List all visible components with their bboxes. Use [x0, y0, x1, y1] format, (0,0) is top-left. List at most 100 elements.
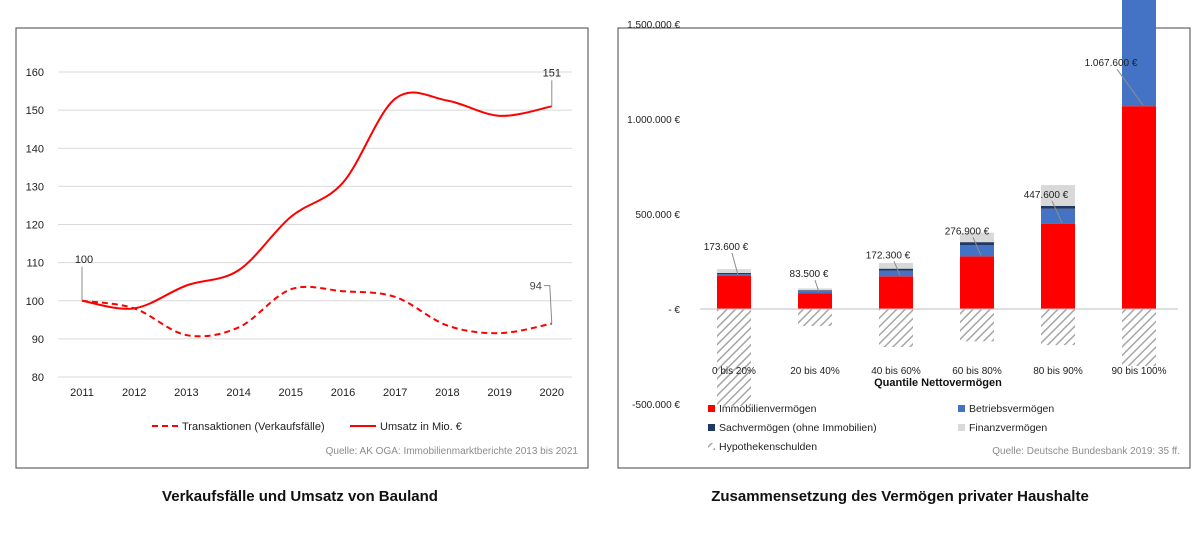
- bar-segment-betrieb: [717, 274, 751, 277]
- bar-chart-bars: [717, 0, 1156, 406]
- line-chart-x-tick-label: 2014: [226, 387, 250, 399]
- bar-segment-hypothekenschulden: [960, 309, 994, 342]
- legend-label-sachvermoegen: Sachvermögen (ohne Immobilien): [719, 422, 877, 434]
- line-chart-x-tick-label: 2017: [383, 387, 407, 399]
- bar-segment-sachvermoegen: [717, 272, 751, 275]
- umsatz-series-line: [81, 91, 552, 310]
- bar-segment-immobilien: [717, 276, 751, 309]
- bar-segment-immobilien: [1041, 223, 1075, 309]
- bar-segment-finanz: [717, 269, 751, 273]
- bar-chart-y-tick-label: -500.000 €: [632, 400, 680, 411]
- bar-segment-finanz: [798, 288, 832, 291]
- annotation-label-151: 151: [543, 67, 561, 79]
- bar-segment-betrieb: [1041, 208, 1075, 224]
- bar-segment-sachvermoegen: [879, 268, 913, 271]
- line-chart-series: [81, 91, 552, 338]
- bar-data-label-leader: [1116, 68, 1144, 106]
- bar-chart-y-ticks: -500.000 € - € 500.000 € 1.000.000 € 1.500.0…: [627, 20, 681, 411]
- bar-data-label: 173.600 €: [704, 242, 749, 253]
- legend-swatch-hypothek: [708, 443, 715, 450]
- bar-chart-y-tick-label: 1.000.000 €: [627, 115, 680, 126]
- line-chart-x-tick-label: 2013: [174, 387, 198, 399]
- legend-swatch-betrieb: [958, 405, 965, 412]
- legend-label-finanz: Finanzvermögen: [969, 422, 1047, 434]
- legend-label-transaktionen: Transaktionen (Verkaufsfälle): [182, 421, 325, 433]
- bar-chart-frame: [617, 27, 1191, 469]
- bar-data-label: 1.067.600 €: [1085, 58, 1138, 69]
- legend-label-hypothek: Hypothekenschulden: [719, 441, 817, 453]
- bar-chart-y-tick-label: 500.000 €: [636, 210, 681, 221]
- bar-segment-hypothekenschulden: [717, 309, 751, 406]
- legend-label-betrieb: Betriebsvermögen: [969, 403, 1054, 415]
- bar-data-label: 83.500 €: [790, 269, 829, 280]
- bar-chart-x-tick-label: 0 bis 20%: [712, 366, 756, 377]
- bar-data-label: 276.900 €: [945, 226, 990, 237]
- line-chart-source: Quelle: AK OGA: Immobilienmarktberichte …: [326, 446, 579, 457]
- line-chart-y-tick-label: 80: [32, 372, 44, 384]
- bar-segment-immobilien: [879, 276, 913, 309]
- legend-swatch-immobilien: [708, 405, 715, 412]
- line-chart-y-tick-label: 100: [26, 296, 44, 308]
- line-chart-annotations: 100 151 94: [75, 67, 561, 324]
- bar-segment-sachvermoegen: [960, 242, 994, 245]
- left-chart-caption: Verkaufsfälle und Umsatz von Bauland: [162, 488, 438, 505]
- stacked-bar-chart: -500.000 € - € 500.000 € 1.000.000 € 1.500.0…: [617, 0, 1191, 469]
- bar-segment-hypothekenschulden: [1041, 309, 1075, 346]
- legend-swatch-sachvermoegen: [708, 424, 715, 431]
- bar-data-label-leader: [814, 279, 820, 293]
- bar-chart-source: Quelle: Deutsche Bundesbank 2019: 35 ff.: [992, 446, 1180, 457]
- line-chart-x-tick-label: 2012: [122, 387, 146, 399]
- line-chart-x-tick-label: 2015: [279, 387, 303, 399]
- line-chart-x-tick-label: 2011: [70, 387, 94, 399]
- right-chart-caption: Zusammensetzung des Vermögen privater Ha…: [711, 488, 1089, 505]
- bar-segment-sachvermoegen: [1041, 205, 1075, 209]
- line-chart-y-tick-label: 150: [26, 105, 44, 117]
- transaktionen-series-line: [81, 285, 552, 338]
- bar-segment-immobilien: [960, 256, 994, 309]
- line-chart-frame: [15, 27, 589, 469]
- line-chart-y-tick-label: 110: [26, 258, 44, 270]
- bar-chart-y-tick-label: - €: [668, 305, 680, 316]
- annotation-label-100: 100: [75, 254, 93, 266]
- bar-segment-hypothekenschulden: [798, 309, 832, 327]
- bar-chart-x-tick-label: 20 bis 40%: [790, 366, 840, 377]
- bar-chart-x-label: Quantile Nettovermögen: [874, 377, 1002, 389]
- bar-segment-immobilien: [798, 293, 832, 309]
- line-chart-x-ticks: 2011 2012 2013 2014 2015 2016 2017 2018 2019 2020: [70, 387, 564, 399]
- bar-segment-betrieb: [960, 244, 994, 257]
- bar-chart-data-labels: 173.600 € 83.500 € 172.300 € 276.900 € 447.6…: [704, 58, 1144, 293]
- bar-chart-x-ticks: 0 bis 20% 20 bis 40% 40 bis 60% 60 bis 80% 8…: [712, 366, 1167, 377]
- bar-data-label-leader: [731, 252, 739, 276]
- legend-label-immobilien: Immobilienvermögen: [719, 403, 817, 415]
- bar-data-label-leader: [893, 261, 901, 276]
- bar-segment-hypothekenschulden: [1122, 309, 1156, 366]
- line-chart-x-tick-label: 2018: [435, 387, 459, 399]
- line-chart-y-tick-label: 130: [26, 181, 44, 193]
- bar-data-label: 447.600 €: [1024, 190, 1069, 201]
- annotation-label-94: 94: [530, 281, 542, 293]
- bar-data-label: 172.300 €: [866, 250, 911, 261]
- bar-segment-sachvermoegen: [798, 290, 832, 292]
- line-chart-gridlines: [58, 71, 572, 378]
- bar-data-label-leader: [1051, 200, 1063, 224]
- bar-chart-x-tick-label: 40 bis 60%: [871, 366, 921, 377]
- line-chart-y-tick-label: 160: [26, 67, 44, 79]
- bar-segment-betrieb: [798, 291, 832, 294]
- bar-chart-legend: Immobilienvermögen Betriebsvermögen Sachve…: [708, 403, 1054, 453]
- bar-data-label-leader: [972, 237, 982, 256]
- line-chart-y-tick-label: 140: [26, 143, 44, 155]
- bar-segment-finanz: [960, 232, 994, 243]
- bar-segment-betrieb: [1122, 0, 1156, 107]
- bar-chart-x-tick-label: 80 bis 90%: [1033, 366, 1083, 377]
- bar-chart-x-tick-label: 90 bis 100%: [1111, 366, 1166, 377]
- line-chart-y-tick-label: 90: [32, 334, 44, 346]
- legend-label-umsatz: Umsatz in Mio. €: [380, 421, 462, 433]
- line-chart-y-ticks: 80 90 100 110 120 130 140 150 160: [26, 67, 44, 384]
- annotation-leader: [543, 285, 553, 324]
- bar-chart-x-tick-label: 60 bis 80%: [952, 366, 1002, 377]
- bar-segment-betrieb: [879, 270, 913, 277]
- legend-swatch-finanz: [958, 424, 965, 431]
- line-chart-x-tick-label: 2019: [487, 387, 511, 399]
- bar-segment-finanz: [1041, 185, 1075, 206]
